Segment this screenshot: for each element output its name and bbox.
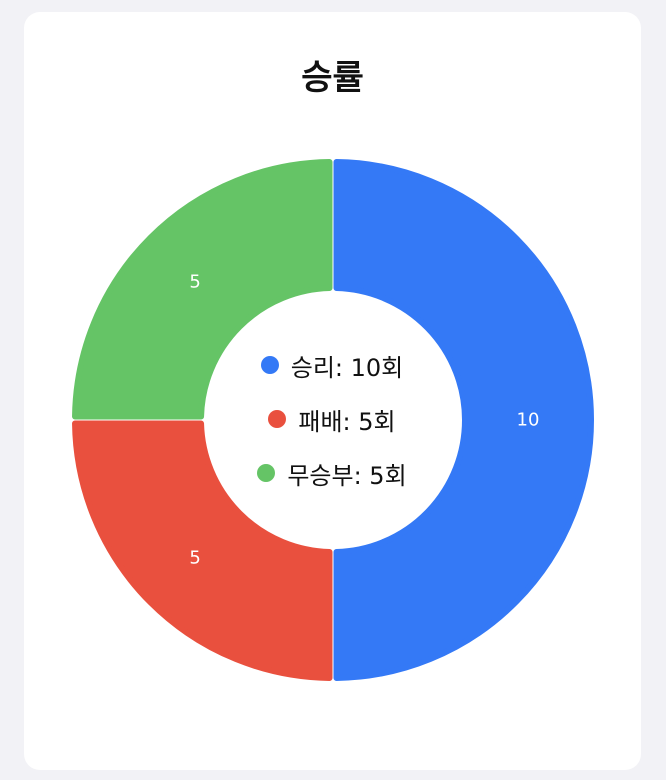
chart-title: 승률	[301, 58, 364, 98]
slice-value-label-draw: 5	[189, 272, 200, 293]
slice-loss	[72, 420, 333, 681]
slice-value-label-loss: 5	[189, 547, 200, 568]
slice-value-label-win: 10	[517, 410, 540, 431]
legend-item-draw: 무승부: 5회	[257, 446, 407, 500]
legend-item-loss: 패배: 5회	[268, 392, 396, 446]
legend-dot-loss	[268, 410, 287, 428]
slice-win	[333, 159, 594, 681]
legend-label-loss: 패배: 5회	[298, 407, 396, 436]
legend-label-win: 승리: 10회	[290, 353, 404, 382]
legend-dot-win	[260, 356, 279, 374]
slice-draw	[72, 159, 333, 420]
legend-item-win: 승리: 10회	[260, 338, 404, 392]
legend-label-draw: 무승부: 5회	[287, 461, 407, 490]
chart-legend: 승리: 10회 패배: 5회 무승부: 5회	[227, 338, 437, 500]
legend-dot-draw	[257, 464, 276, 482]
